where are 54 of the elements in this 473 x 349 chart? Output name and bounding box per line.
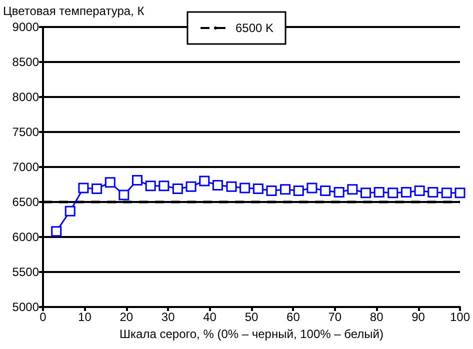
point bbox=[374, 186, 384, 198]
point bbox=[293, 186, 304, 196]
point bbox=[212, 180, 223, 190]
point bbox=[240, 182, 250, 194]
point bbox=[132, 175, 142, 186]
point bbox=[92, 183, 102, 194]
point bbox=[252, 183, 264, 194]
x-tick-label: 100 bbox=[450, 310, 470, 324]
point bbox=[306, 182, 318, 194]
y-tick-label: 7500 bbox=[12, 125, 40, 139]
point bbox=[334, 186, 344, 198]
x-tick-label: 10 bbox=[78, 310, 92, 324]
x-axis-title: Шкала серого, % (0% – черный, 100% – белый) bbox=[120, 326, 384, 341]
point bbox=[441, 188, 452, 198]
y-tick-label: 5000 bbox=[12, 300, 40, 314]
point bbox=[118, 190, 130, 200]
point bbox=[454, 188, 466, 198]
x-tick-label: 40 bbox=[203, 310, 217, 324]
x-tick-label: 70 bbox=[328, 310, 342, 324]
point bbox=[186, 181, 196, 192]
point bbox=[400, 186, 412, 198]
point bbox=[280, 184, 291, 195]
y-tick-label: 7000 bbox=[12, 160, 40, 174]
point bbox=[266, 186, 277, 196]
point bbox=[428, 186, 438, 198]
point bbox=[388, 188, 398, 198]
y-tick-label: 9000 bbox=[12, 20, 40, 34]
x-tick-label: 20 bbox=[120, 310, 134, 324]
x-tick-label: 50 bbox=[244, 310, 258, 324]
point bbox=[172, 183, 183, 194]
point bbox=[78, 182, 89, 194]
y-axis-title: Цветовая температура, К bbox=[3, 4, 144, 18]
x-tick-label: 0 bbox=[40, 310, 47, 324]
point bbox=[104, 177, 116, 188]
x-tick-label: 60 bbox=[286, 310, 300, 324]
y-tick-label: 8000 bbox=[12, 90, 40, 104]
point bbox=[360, 188, 371, 198]
legend-label: 6500 K bbox=[235, 21, 274, 35]
point bbox=[347, 184, 358, 195]
point bbox=[145, 180, 156, 192]
y-tick-label: 6000 bbox=[12, 230, 40, 244]
point bbox=[320, 186, 331, 196]
point bbox=[226, 181, 237, 192]
x-tick-label: 90 bbox=[412, 310, 426, 324]
y-tick-label: 5500 bbox=[12, 265, 40, 279]
point bbox=[64, 206, 76, 216]
x-tick-label: 30 bbox=[161, 310, 176, 324]
point bbox=[51, 226, 62, 237]
point bbox=[199, 176, 210, 186]
point bbox=[158, 180, 170, 192]
point bbox=[414, 186, 425, 196]
y-tick-label: 8500 bbox=[12, 55, 40, 69]
y-tick-label: 6500 bbox=[12, 195, 40, 209]
x-tick-label: 80 bbox=[370, 310, 384, 324]
